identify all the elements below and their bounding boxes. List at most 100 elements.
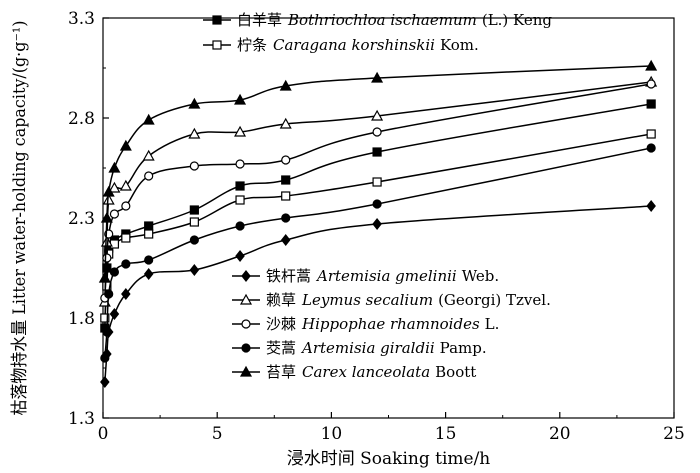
legend-name-latin: Carex lanceolata (302, 363, 430, 381)
data-point (108, 161, 121, 173)
x-tick-label: 25 (663, 424, 685, 444)
y-tick-label: 2.8 (68, 109, 95, 129)
y-tick-label: 3.3 (68, 9, 95, 29)
legend-name-latin: Hippophae rhamnoides (301, 315, 480, 333)
data-point (102, 185, 115, 197)
legend-name-authority: Kom. (440, 36, 479, 54)
legend-label: 茭蒿 Artemisia giraldii Pamp. (266, 339, 487, 357)
data-point (280, 234, 291, 246)
data-point (372, 199, 382, 209)
y-tick-label: 1.8 (68, 309, 95, 329)
data-point (121, 233, 131, 243)
y-tick-label: 1.3 (68, 409, 95, 429)
series-7 (98, 59, 658, 283)
data-point (189, 264, 200, 276)
legend-label: 赖草 Leymus secalium (Georgi) Tzvel. (266, 291, 551, 309)
x-tick-label: 15 (435, 424, 457, 444)
y-tick-label: 2.3 (68, 209, 95, 229)
legend-marker (241, 270, 251, 282)
data-point (279, 79, 292, 91)
data-point (100, 211, 113, 223)
legend-marker (241, 319, 251, 329)
legend-name-authority: L. (485, 315, 500, 333)
legend-name-cn: 苔草 (266, 363, 296, 381)
x-axis-title: 浸水时间 Soaking time/h (287, 449, 491, 469)
legend: 白羊草 Bothriochloa ischaemum (L.) Keng 柠条 Cara… (203, 11, 552, 381)
data-point (235, 181, 245, 191)
legend-name-latin: Caragana korshinskii (273, 36, 435, 54)
data-point (281, 155, 291, 165)
data-point (188, 127, 201, 139)
data-point (142, 149, 155, 161)
legend-name-authority: (L.) Keng (482, 11, 553, 29)
data-point (234, 93, 247, 105)
x-tick-label: 0 (98, 424, 109, 444)
data-point (143, 268, 154, 280)
legend-label: 苔草 Carex lanceolata Boott (266, 363, 476, 381)
data-point (235, 159, 245, 169)
data-point (371, 71, 384, 83)
data-point (109, 239, 120, 249)
legend-item: 赖草 Leymus secalium (Georgi) Tzvel. (232, 291, 551, 309)
data-point (109, 209, 120, 219)
legend-item: 苔草 Carex lanceolata Boott (232, 363, 476, 381)
legend-name-cn: 白羊草 (237, 11, 282, 29)
legend-label: 沙棘 Hippophae rhamnoides L. (266, 315, 499, 333)
data-point (144, 229, 154, 239)
data-point (104, 289, 114, 299)
data-point (372, 218, 382, 230)
data-point (100, 353, 110, 363)
data-point (281, 213, 291, 223)
data-point (189, 235, 199, 245)
data-point (119, 179, 132, 191)
legend-label: 柠条 Caragana korshinskii Kom. (237, 36, 479, 54)
data-point (234, 125, 247, 137)
legend-marker (212, 40, 222, 50)
legend-label: 白羊草 Bothriochloa ischaemum (L.) Keng (237, 11, 552, 29)
data-point (372, 127, 382, 137)
data-point (646, 143, 656, 153)
legend-name-cn: 铁杆蒿 (266, 267, 311, 285)
legend-item: 柠条 Caragana korshinskii Kom. (203, 36, 479, 54)
data-point (100, 313, 110, 323)
legend-name-authority: Web. (462, 267, 499, 285)
x-tick-label: 5 (212, 424, 223, 444)
legend-name-latin: Leymus secalium (301, 291, 433, 309)
legend-name-latin: Artemisia giraldii (300, 339, 435, 357)
legend-marker (241, 343, 251, 353)
data-point (188, 97, 201, 109)
data-point (144, 171, 154, 181)
data-point (98, 271, 111, 283)
data-point (646, 99, 656, 109)
series-layer (98, 59, 658, 388)
axes: 0 5 10 15 20 25 1.3 1.8 2.3 2.8 3.3 浸水时间 Soaking ti… (10, 9, 685, 469)
data-point (645, 59, 658, 71)
y-axis-title: 枯落物持水量 Litter water-holding capacity/(g·… (10, 21, 30, 416)
data-point (646, 129, 656, 139)
legend-name-authority: Boott (435, 363, 476, 381)
legend-marker (239, 365, 253, 377)
data-point (371, 109, 384, 121)
data-point (189, 161, 199, 171)
data-point (235, 221, 245, 231)
data-point (102, 327, 112, 337)
data-point (144, 255, 154, 265)
legend-name-latin: Bothriochloa ischaemum (287, 11, 477, 29)
legend-item: 白羊草 Bothriochloa ischaemum (L.) Keng (203, 11, 552, 29)
data-point (281, 175, 291, 185)
legend-name-latin: Artemisia gmelinii (315, 267, 457, 285)
data-point (279, 117, 292, 129)
legend-item: 铁杆蒿 Artemisia gmelinii Web. (232, 267, 499, 285)
data-point (109, 308, 120, 320)
legend-name-cn: 柠条 (237, 36, 267, 54)
legend-name-cn: 赖草 (266, 291, 296, 309)
legend-marker (239, 293, 253, 305)
data-point (189, 205, 199, 215)
data-point (102, 193, 115, 205)
data-point (646, 200, 656, 212)
legend-marker (212, 15, 222, 25)
data-point (144, 221, 154, 231)
data-point (142, 113, 155, 125)
data-point (235, 195, 245, 205)
